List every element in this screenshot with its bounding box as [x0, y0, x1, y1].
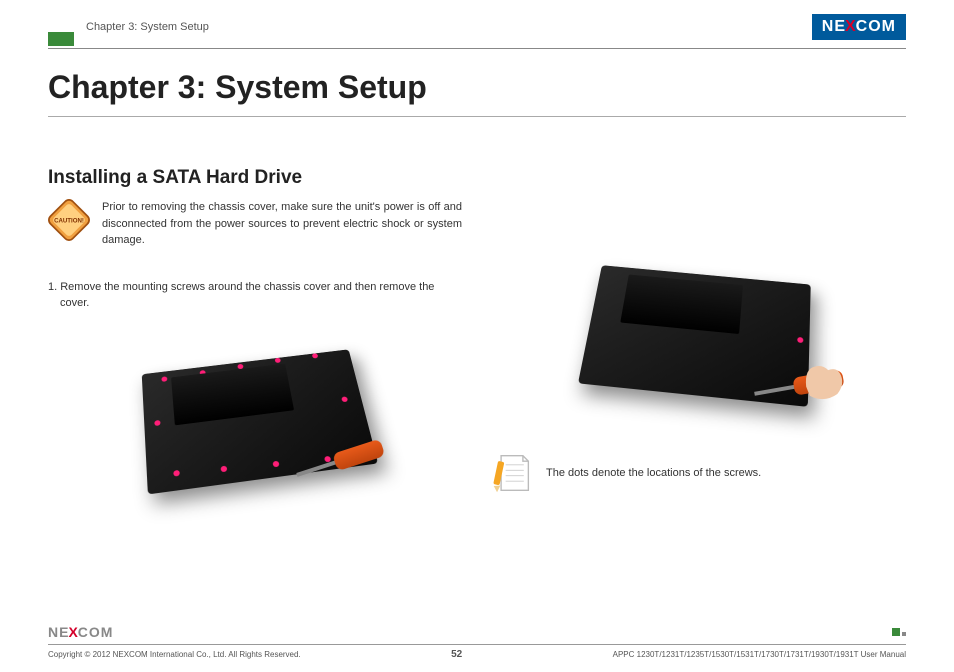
figure-left [110, 322, 400, 512]
brand-logo: NEXCOM [812, 14, 906, 40]
title-rule [48, 116, 906, 117]
logo-part-pre: NE [822, 18, 846, 36]
header-accent-tab [48, 32, 74, 46]
note-block: The dots denote the locations of the scr… [492, 452, 906, 494]
footer-decoration [892, 628, 906, 636]
title-block: Chapter 3: System Setup [0, 69, 954, 117]
caution-text: Prior to removing the chassis cover, mak… [102, 199, 462, 249]
left-column: Installing a SATA Hard Drive CAUTION! Pr… [48, 167, 462, 522]
note-text: The dots denote the locations of the scr… [546, 467, 761, 479]
header-left: Chapter 3: System Setup [48, 20, 209, 34]
footer-logo-row: NEXCOM [0, 624, 954, 644]
chapter-title: Chapter 3: System Setup [48, 69, 906, 106]
footer-brand-logo: NEXCOM [48, 624, 113, 640]
main-content: Installing a SATA Hard Drive CAUTION! Pr… [0, 147, 954, 522]
logo-part-post: COM [856, 18, 896, 36]
footer-bar: Copyright © 2012 NEXCOM International Co… [0, 645, 954, 672]
page-footer: NEXCOM Copyright © 2012 NEXCOM Internati… [0, 624, 954, 672]
page-header: Chapter 3: System Setup NEXCOM [0, 0, 954, 46]
svg-text:CAUTION!: CAUTION! [54, 218, 84, 225]
page-number: 52 [451, 649, 462, 660]
caution-icon: CAUTION! [48, 199, 90, 241]
copyright-text: Copyright © 2012 NEXCOM International Co… [48, 650, 301, 659]
right-column: The dots denote the locations of the scr… [492, 167, 906, 522]
header-rule [48, 48, 906, 49]
doc-id-text: APPC 1230T/1231T/1235T/1530T/1531T/1730T… [613, 650, 906, 659]
breadcrumb: Chapter 3: System Setup [86, 21, 209, 33]
figure-right [554, 237, 844, 427]
pencil-note-icon [492, 452, 532, 494]
section-title: Installing a SATA Hard Drive [48, 167, 462, 189]
device-illustration [142, 349, 378, 494]
caution-block: CAUTION! Prior to removing the chassis c… [48, 199, 462, 249]
step-1-text: 1. Remove the mounting screws around the… [48, 279, 462, 312]
hand-icon [797, 350, 852, 405]
